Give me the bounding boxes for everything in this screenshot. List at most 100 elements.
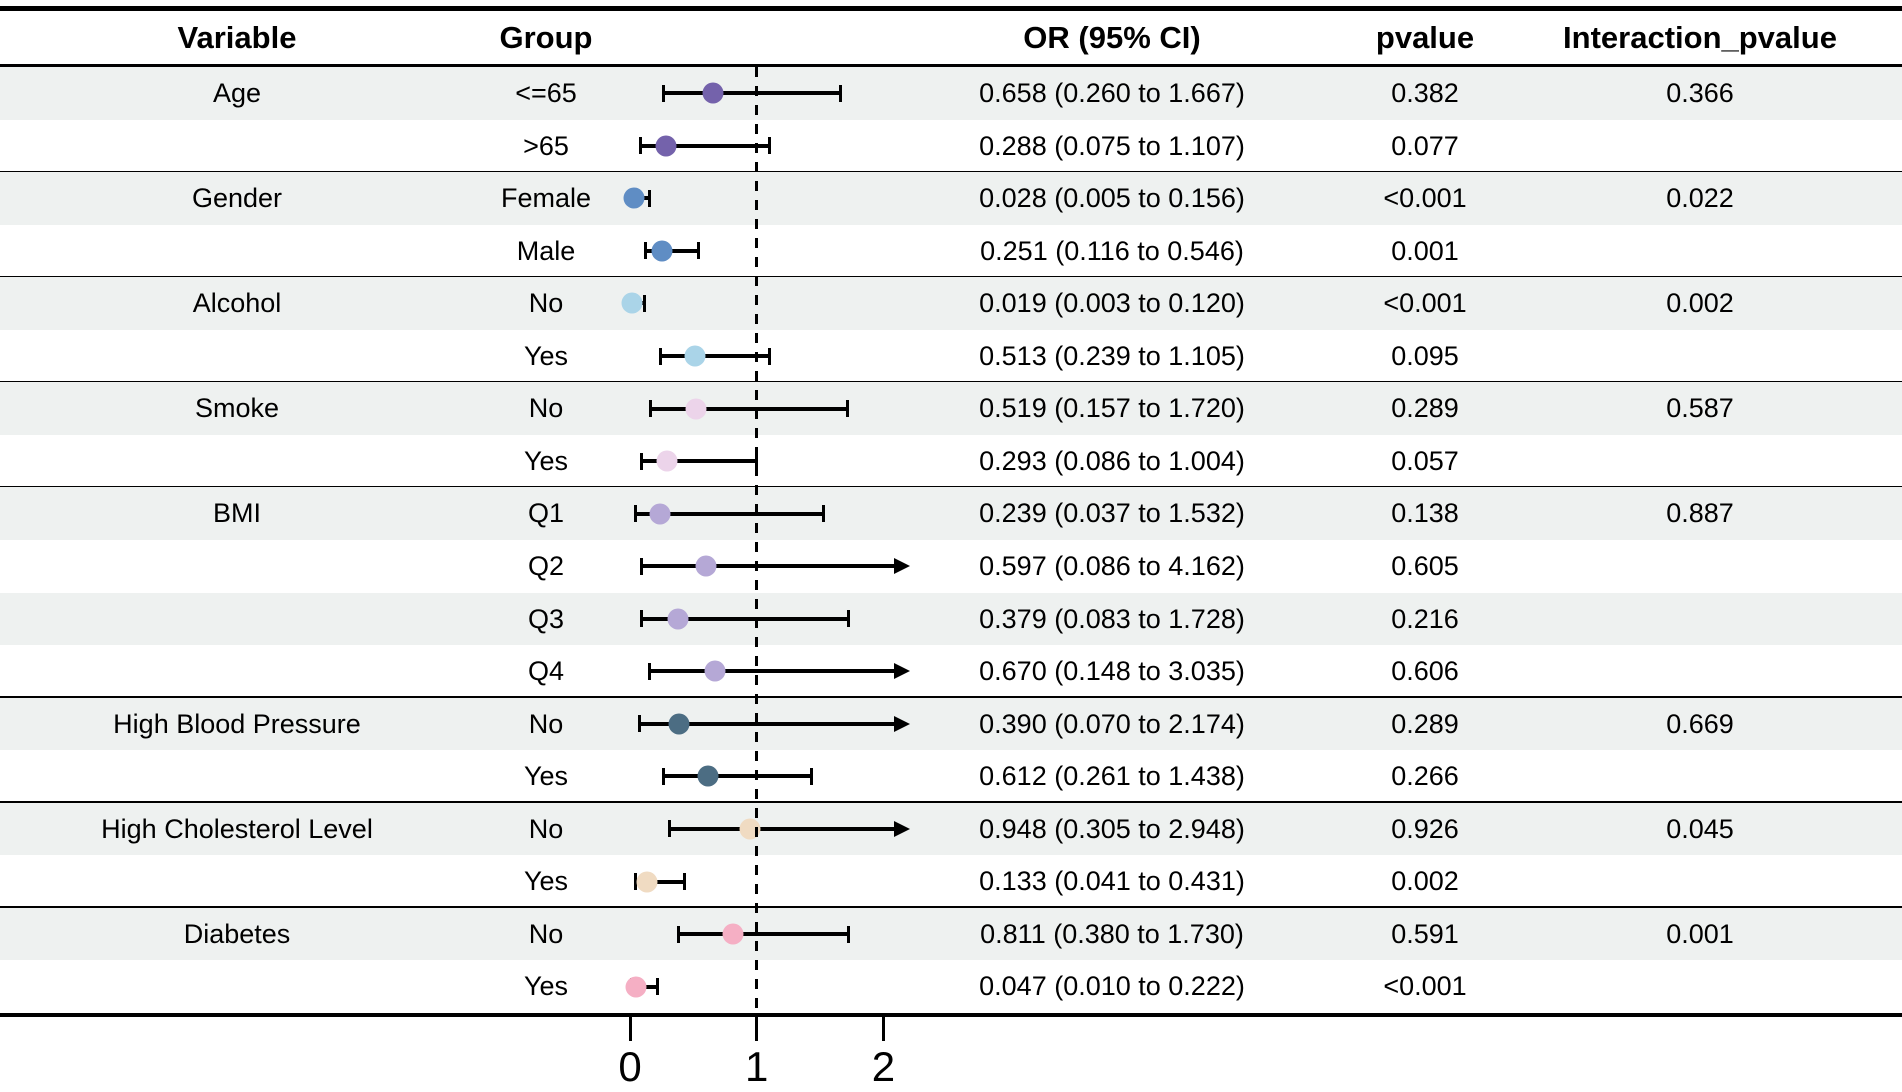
or-ci-value: 0.948 (0.305 to 2.948) <box>979 813 1245 844</box>
x-axis-tick <box>755 1016 759 1041</box>
or-dot <box>668 713 690 735</box>
or-dot <box>623 187 645 209</box>
group-label: No <box>528 393 564 424</box>
column-header-group: Group <box>499 20 593 55</box>
column-header-pvalue: pvalue <box>1375 20 1475 55</box>
forest-row: High Cholesterol Level No 0.948 (0.305 to … <box>0 802 1902 856</box>
forest-row: Diabetes No 0.811 (0.380 to 1.730) 0.591 0.0… <box>0 907 1902 961</box>
pvalue-value: 0.926 <box>1391 813 1459 844</box>
or-ci-value: 0.239 (0.037 to 1.532) <box>979 498 1245 529</box>
ci-arrow-right <box>894 663 910 680</box>
group-label: >65 <box>523 130 569 161</box>
or-dot <box>702 82 724 104</box>
ci-line <box>639 143 771 148</box>
ci-line <box>640 459 758 464</box>
group-label: Yes <box>523 761 569 792</box>
ci-line <box>640 616 849 621</box>
pvalue-value: 0.002 <box>1391 866 1459 897</box>
or-ci-value: 0.658 (0.260 to 1.667) <box>979 78 1245 108</box>
or-ci-value: 0.597 (0.086 to 4.162) <box>979 550 1245 581</box>
ci-lower-cap <box>662 767 666 785</box>
ci-lower-cap <box>648 400 652 418</box>
x-axis-tick-label: 2 <box>871 1043 896 1090</box>
ci-upper-cap <box>643 294 647 312</box>
or-ci-value: 0.288 (0.075 to 1.107) <box>979 130 1245 161</box>
or-dot <box>649 503 671 525</box>
or-dot <box>667 608 689 630</box>
forest-row: Gender Female 0.028 (0.005 to 0.156) <0.001… <box>0 172 1902 225</box>
group-label: No <box>528 813 564 844</box>
pvalue-value: 0.289 <box>1391 393 1459 424</box>
or-dot <box>722 923 744 945</box>
group-label: No <box>528 708 564 739</box>
pvalue-value: 0.266 <box>1391 761 1459 792</box>
or-ci-value: 0.379 (0.083 to 1.728) <box>979 603 1245 634</box>
ci-line <box>634 511 825 516</box>
pvalue-value: 0.138 <box>1391 498 1459 529</box>
ci-lower-cap <box>633 505 637 523</box>
or-ci-value: 0.811 (0.380 to 1.730) <box>980 918 1244 949</box>
or-dot <box>636 871 658 893</box>
group-label: Yes <box>523 445 569 476</box>
ci-upper-cap <box>847 925 851 943</box>
forest-row: Male 0.251 (0.116 to 0.546) 0.001 <box>0 225 1902 278</box>
column-header-variable: Variable <box>177 20 297 55</box>
interaction-pvalue-value: 0.669 <box>1666 708 1734 739</box>
ci-line <box>662 91 842 96</box>
ci-lower-cap <box>677 925 681 943</box>
forest-row: Q4 0.670 (0.148 to 3.035) 0.606 <box>0 645 1902 698</box>
ci-line <box>678 932 850 937</box>
ci-lower-cap <box>659 347 663 365</box>
ci-upper-cap <box>768 137 772 155</box>
pvalue-value: 0.605 <box>1391 550 1459 581</box>
or-ci-value: 0.293 (0.086 to 1.004) <box>979 445 1245 476</box>
header-row: Variable Group OR (95% CI) pvalue Intera… <box>0 11 1902 65</box>
forest-row: Yes 0.293 (0.086 to 1.004) 0.057 <box>0 435 1902 488</box>
or-ci-value: 0.670 (0.148 to 3.035) <box>979 656 1245 687</box>
ci-lower-cap <box>638 137 642 155</box>
or-dot <box>625 976 647 998</box>
interaction-pvalue-value: 0.002 <box>1666 288 1734 319</box>
forest-row: Q3 0.379 (0.083 to 1.728) 0.216 <box>0 592 1902 646</box>
forest-row: Smoke No 0.519 (0.157 to 1.720) 0.289 0.587 <box>0 382 1902 435</box>
ci-arrow-right <box>894 558 910 575</box>
pvalue-value: 0.289 <box>1391 708 1459 739</box>
column-header-or-ci: OR (95% CI) <box>1023 20 1201 55</box>
top-border <box>0 6 1902 11</box>
forest-row: Yes 0.047 (0.010 to 0.222) <0.001 <box>0 960 1902 1013</box>
ci-arrow-right <box>894 715 910 732</box>
group-label: Yes <box>523 971 569 1002</box>
ci-lower-cap <box>639 610 643 628</box>
forest-row: Yes 0.612 (0.261 to 1.438) 0.266 <box>0 750 1902 803</box>
group-label: Male <box>516 235 576 266</box>
x-axis-tick-label: 0 <box>618 1043 642 1090</box>
or-ci-value: 0.251 (0.116 to 0.546) <box>980 235 1244 266</box>
ci-lower-cap <box>639 452 643 470</box>
pvalue-value: <0.001 <box>1383 183 1467 214</box>
interaction-pvalue-value: 0.366 <box>1666 78 1734 108</box>
pvalue-value: 0.095 <box>1391 340 1459 371</box>
or-dot <box>695 555 717 577</box>
or-ci-value: 0.019 (0.003 to 0.120) <box>979 288 1245 319</box>
or-ci-value: 0.513 (0.239 to 1.105) <box>979 340 1245 371</box>
or-dot <box>697 765 719 787</box>
interaction-pvalue-value: 0.887 <box>1666 498 1734 529</box>
ci-line <box>649 406 848 411</box>
ci-line <box>638 721 894 726</box>
x-axis-tick <box>628 1016 632 1041</box>
ci-lower-cap <box>637 715 641 733</box>
ci-line <box>640 564 894 569</box>
ci-upper-cap <box>845 400 849 418</box>
ci-lower-cap <box>643 242 647 260</box>
ci-upper-cap <box>682 873 686 891</box>
variable-label: Age <box>212 78 262 108</box>
pvalue-value: 0.077 <box>1391 130 1459 161</box>
ci-lower-cap <box>639 557 643 575</box>
or-dot <box>621 292 643 314</box>
ci-upper-cap <box>822 505 826 523</box>
ci-arrow-right <box>894 820 910 837</box>
forest-row: Age <=65 0.658 (0.260 to 1.667) 0.382 0.366 <box>0 67 1902 120</box>
group-label: Q2 <box>527 550 565 581</box>
pvalue-value: 0.057 <box>1391 445 1459 476</box>
group-label: Yes <box>523 866 569 897</box>
